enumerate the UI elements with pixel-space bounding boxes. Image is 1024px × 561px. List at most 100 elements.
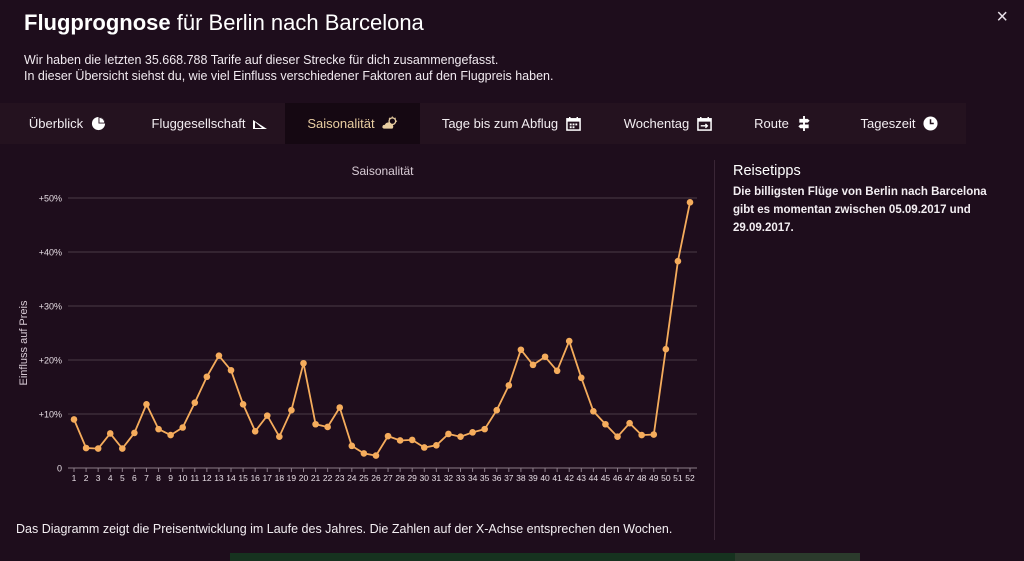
tab-tage-bis-zum-abflug[interactable]: Tage bis zum Abflug xyxy=(420,103,603,144)
x-tick-label: 30 xyxy=(420,473,430,483)
x-tick-label: 26 xyxy=(371,473,381,483)
x-tick-label: 33 xyxy=(456,473,466,483)
y-tick-label: +40% xyxy=(39,248,62,258)
data-point xyxy=(167,431,174,439)
chart-description: Das Diagramm zeigt die Preisentwicklung … xyxy=(16,522,673,536)
x-tick-label: 43 xyxy=(577,473,587,483)
data-point xyxy=(662,345,670,353)
intro-line-2: In dieser Übersicht siehst du, wie viel … xyxy=(24,69,554,83)
background-page-strip-right xyxy=(735,553,860,561)
x-tick-label: 10 xyxy=(178,473,188,483)
data-point xyxy=(674,257,682,265)
data-point xyxy=(251,427,259,435)
x-tick-label: 49 xyxy=(649,473,659,483)
x-tick-label: 15 xyxy=(238,473,248,483)
tab-wochentag[interactable]: Wochentag xyxy=(603,103,733,144)
data-point xyxy=(179,424,187,431)
x-tick-label: 13 xyxy=(214,473,224,483)
tab-label: Saisonalität xyxy=(307,116,375,131)
x-tick-label: 1 xyxy=(72,473,77,483)
data-point xyxy=(565,337,573,345)
series-line xyxy=(73,202,691,457)
data-point xyxy=(626,419,633,427)
x-tick-label: 21 xyxy=(311,473,321,483)
data-point xyxy=(155,425,162,433)
x-tick-label: 36 xyxy=(492,473,502,483)
chart-title: Saisonalität xyxy=(351,164,414,178)
data-point xyxy=(106,430,114,437)
data-point xyxy=(469,429,476,436)
tab-label: Tageszeit xyxy=(860,116,916,131)
x-tick-label: 38 xyxy=(516,473,526,483)
tab-ueberblick[interactable]: Überblick xyxy=(0,103,135,144)
intro-line-1: Wir haben die letzten 35.668.788 Tarife … xyxy=(24,53,499,67)
data-point xyxy=(324,423,331,431)
x-tick-label: 4 xyxy=(108,473,113,483)
title-rest: für Berlin nach Barcelona xyxy=(170,10,424,35)
data-point xyxy=(602,420,609,428)
x-tick-label: 27 xyxy=(383,473,393,483)
route-icon xyxy=(796,116,812,132)
x-tick-label: 32 xyxy=(444,473,454,483)
data-point xyxy=(203,373,211,381)
x-tick-label: 19 xyxy=(287,473,297,483)
x-tick-label: 9 xyxy=(168,473,173,483)
y-tick-label: +50% xyxy=(39,194,62,204)
background-page-strip xyxy=(230,553,860,561)
seasonality-chart: Saisonalität Einfluss auf Preis 0 +10% +20% +… xyxy=(0,150,705,490)
data-point xyxy=(517,346,525,354)
tab-saisonalitaet[interactable]: Saisonalität xyxy=(285,103,420,144)
y-axis-label: Einfluss auf Preis xyxy=(18,300,30,385)
tab-tageszeit[interactable]: Tageszeit xyxy=(833,103,966,144)
tips-text: Die billigsten Flüge von Berlin nach Bar… xyxy=(733,186,987,234)
intro-text: Wir haben die letzten 35.668.788 Tarife … xyxy=(24,52,553,84)
data-point xyxy=(215,352,223,359)
data-point xyxy=(686,199,694,206)
x-tick-label: 34 xyxy=(468,473,478,483)
x-tick-label: 16 xyxy=(250,473,260,483)
data-point xyxy=(650,431,658,438)
data-point xyxy=(372,452,380,459)
x-tick-label: 44 xyxy=(589,473,599,483)
close-icon[interactable]: × xyxy=(996,6,1008,28)
data-point xyxy=(312,420,319,428)
x-tick-label: 47 xyxy=(625,473,635,483)
y-tick-label: +20% xyxy=(39,356,62,366)
x-tick-label: 28 xyxy=(395,473,405,483)
x-tick-label: 46 xyxy=(613,473,623,483)
tab-fluggesellschaft[interactable]: Fluggesellschaft xyxy=(135,103,285,144)
data-point xyxy=(191,399,199,406)
data-point xyxy=(396,437,404,444)
data-point xyxy=(614,433,621,440)
x-tick-label: 48 xyxy=(637,473,647,483)
tab-label: Überblick xyxy=(28,116,84,131)
pie-chart-icon xyxy=(90,116,106,132)
x-tick-label: 39 xyxy=(528,473,538,483)
data-point xyxy=(239,400,247,408)
tab-label: Route xyxy=(754,116,789,131)
data-point xyxy=(529,361,537,369)
y-tick-label: +10% xyxy=(39,410,62,420)
tab-label: Wochentag xyxy=(623,116,690,131)
title-strong: Flugprognose xyxy=(24,10,171,35)
x-tick-label: 5 xyxy=(120,473,125,483)
x-tick-label: 12 xyxy=(202,473,212,483)
tab-route[interactable]: Route xyxy=(733,103,833,144)
tab-label: Fluggesellschaft xyxy=(151,116,246,131)
data-point xyxy=(420,444,428,451)
data-point xyxy=(70,416,78,423)
calendar-icon xyxy=(565,116,581,132)
x-tick-label: 20 xyxy=(299,473,309,483)
x-tick-label: 51 xyxy=(673,473,683,483)
calendar-arrow-icon xyxy=(696,116,712,132)
x-tick-label: 37 xyxy=(504,473,514,483)
data-point xyxy=(227,366,235,374)
x-tick-label: 22 xyxy=(323,473,333,483)
data-point xyxy=(82,444,90,452)
chart-svg: Saisonalität Einfluss auf Preis 0 +10% +20% +… xyxy=(18,164,697,483)
clock-icon xyxy=(922,116,938,132)
x-tick-label: 45 xyxy=(601,473,611,483)
x-tick-label: 8 xyxy=(156,473,161,483)
data-point xyxy=(408,436,416,444)
